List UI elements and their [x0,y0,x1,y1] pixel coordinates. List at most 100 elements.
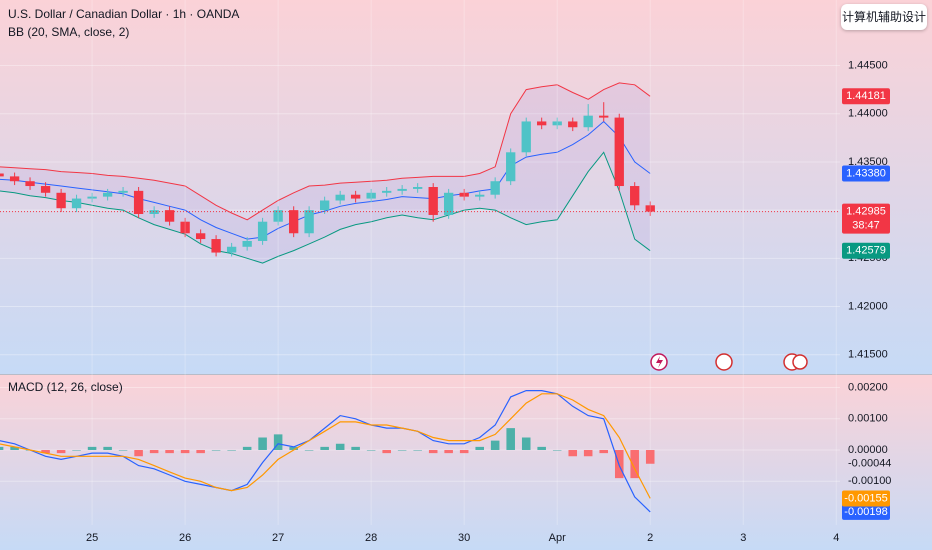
candle-body [382,190,392,193]
candle-body [304,210,314,234]
x-tick-label: 25 [86,532,98,544]
histogram-bar [56,450,66,454]
last-value-label: -0.00198 [844,506,887,518]
x-tick-label: 26 [179,532,191,544]
y-tick-label: 1.42000 [848,300,888,312]
x-tick-label: Apr [549,532,566,544]
histogram-bar [599,450,608,454]
event-icon [656,356,663,368]
candle-body [630,186,640,206]
candle-body [71,198,82,209]
indicator-label: MACD (12, 26, close) [8,380,123,394]
histogram-bar [413,450,422,451]
histogram-bar [351,446,360,450]
last-price-label: 1.42985 [846,205,886,217]
histogram-bar [134,450,143,457]
x-tick-label: 2 [647,532,653,544]
button[interactable]: 计算机辅助设计 [841,4,927,30]
last-value-label-box [842,165,890,182]
histogram-bar [444,450,453,454]
candle-body [40,186,51,193]
x-tick-label: 4 [833,532,839,544]
histogram-bar [258,437,267,450]
candle-body [397,188,407,191]
histogram-bar [630,450,639,479]
histogram-bar [227,450,236,451]
candle-body [0,173,4,177]
histogram-bar [72,450,81,451]
candle-body [413,187,423,189]
candle-body [506,152,516,182]
histogram-bar [428,450,438,454]
histogram-bar [273,434,283,450]
candle-body [289,210,299,234]
candle-body [257,221,268,241]
histogram-bar [459,450,469,454]
histogram-bar [180,450,190,454]
candle-body [9,176,20,182]
indicator-line [0,151,651,264]
histogram-bar [41,450,50,454]
y-tick-label: 1.43500 [848,156,888,168]
histogram-bar [382,450,391,454]
candle-body [87,196,97,199]
candle-body [350,194,361,199]
histogram-bar [552,450,562,451]
event-icon [715,353,733,371]
x-tick-label: 30 [458,532,470,544]
last-price-box [842,203,890,234]
last-value-label-box [842,503,890,520]
candle-body [211,239,221,253]
histogram-bar [149,450,159,454]
histogram-bar [242,446,252,450]
y-tick-label: -0.00100 [848,475,891,487]
band-fill [0,82,651,264]
y-tick-label: 0.00100 [848,413,888,425]
histogram-bar [506,428,515,450]
candle-body [475,194,485,197]
candle-body [56,192,66,209]
last-value-label-box [842,490,890,507]
histogram-bar [0,446,4,450]
last-value-label: 1.42579 [846,245,886,257]
candle-body [459,192,469,197]
candle-body [645,205,655,212]
chart-title: U.S. Dollar / Canadian Dollar · 1h · OAN… [8,7,239,21]
x-tick-label: 3 [740,532,746,544]
candle-body [443,192,454,215]
last-value-label: 1.43380 [846,167,886,179]
event-icon [792,354,808,370]
last-value-label: 1.44181 [846,90,886,102]
candle-body [583,115,593,128]
candle-body [164,210,175,222]
candle-body [195,233,206,240]
candle-body [366,192,376,199]
candle-body [537,121,547,126]
histogram-bar [568,450,578,457]
y-tick-label: 0.00000 [848,444,888,456]
indicator-line [0,393,651,499]
candle-body [25,181,35,187]
candle-body [180,221,190,234]
last-value-label: -0.00044 [848,458,891,470]
histogram-bar [335,443,345,450]
event-icons [650,353,808,371]
indicator-line [0,82,651,221]
candle-body [428,187,438,215]
candle-body [102,192,113,197]
histogram-bar [304,450,314,451]
histogram-bar [103,446,112,450]
histogram-bar [87,446,97,450]
candle-body [568,121,578,128]
candle-body [521,121,531,153]
last-value-label: -0.00155 [844,492,887,504]
candle-body [490,181,500,195]
candle-body [133,190,144,214]
indicator-label: BB (20, SMA, close, 2) [8,25,129,39]
histogram-bar [475,446,484,450]
candle-body [118,190,128,193]
indicator-line [0,390,651,513]
y-tick-label: 1.44000 [848,108,888,120]
